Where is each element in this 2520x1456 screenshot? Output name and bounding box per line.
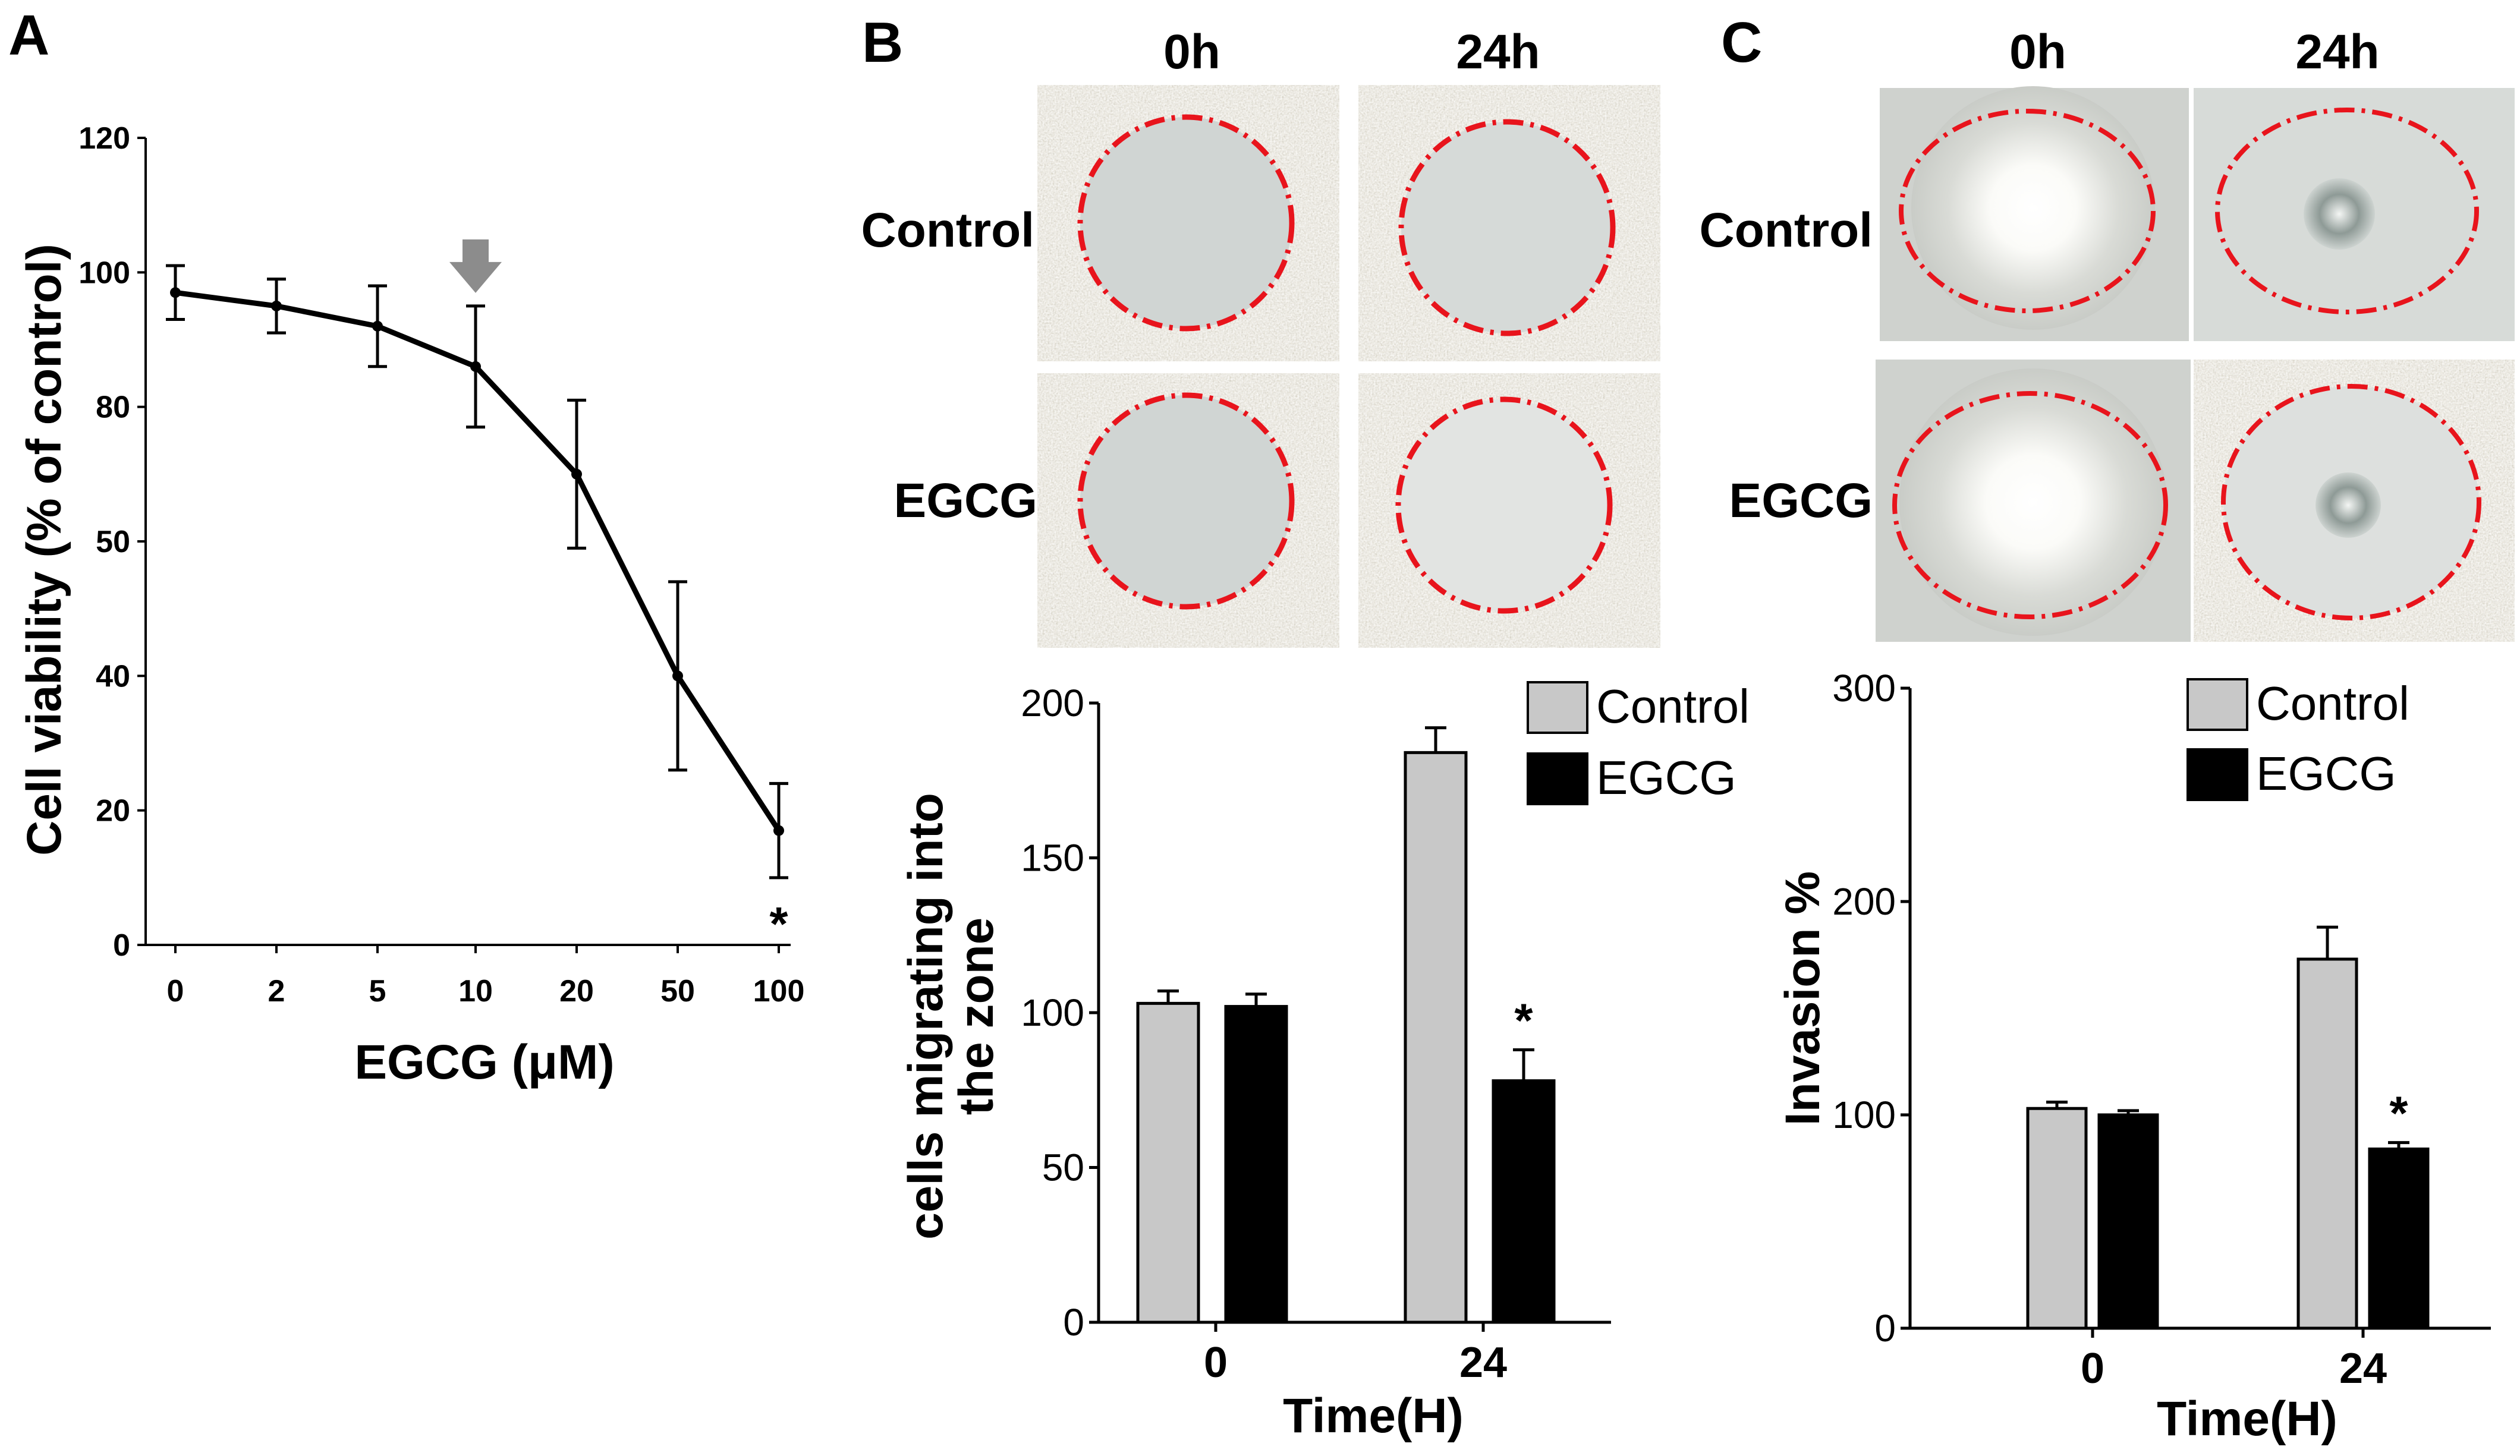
chart-a-point xyxy=(170,287,181,298)
chart-c-xtick-label: 0 xyxy=(2081,1345,2104,1392)
micrograph-c-control-24h xyxy=(2194,88,2515,341)
chart-a-xtick-label: 10 xyxy=(458,974,493,1009)
chart-b-ytick-label: 200 xyxy=(1021,682,1084,724)
chart-c-significance-mark: * xyxy=(2389,1087,2408,1140)
migration-bar-chart: 0 50 100 150 200 0 24 * Control EGCG xyxy=(1021,680,1750,1386)
panel-c-micrographs: 0h 24h Control EGCG xyxy=(1700,25,2515,642)
panel-letter-a: A xyxy=(8,4,49,67)
micrograph-b-control-24h xyxy=(1358,85,1660,361)
chart-a-xtick-label: 2 xyxy=(268,974,285,1009)
chart-c-legend-label: EGCG xyxy=(2256,747,2396,800)
chart-a-ytick-label: 20 xyxy=(96,794,130,828)
chart-c-ylabel: Invasion % xyxy=(1776,871,1830,1126)
chart-a-point xyxy=(773,825,784,836)
chart-b-bar-control xyxy=(1136,1001,1200,1324)
viability-line-chart: 0 20 40 50 80 100 120 0 2 5 10 20 50 100 * xyxy=(78,121,804,1009)
chart-a-xlabel: EGCG (μM) xyxy=(354,1035,614,1089)
chart-b-ytick-label: 0 xyxy=(1063,1301,1084,1344)
chart-c-xlabel: Time(H) xyxy=(2157,1392,2337,1446)
panel-c-col-label-24h: 24h xyxy=(2295,25,2379,79)
chart-a-arrow-marker xyxy=(449,239,502,293)
chart-a-ytick-label: 120 xyxy=(78,121,130,156)
chart-b-legend-label: EGCG xyxy=(1596,751,1736,804)
chart-b-bar-egcg xyxy=(1224,1005,1288,1324)
chart-c-ytick-label: 300 xyxy=(1832,667,1896,710)
chart-a-ytick-label: 80 xyxy=(96,390,130,425)
panel-letter-c: C xyxy=(1721,11,1762,74)
chart-b-legend-swatch xyxy=(1527,752,1588,805)
micrograph-b-control-0h xyxy=(1037,85,1339,361)
chart-b-legend-swatch xyxy=(1527,681,1588,734)
chart-c-bar-control xyxy=(2296,957,2358,1330)
chart-a-point xyxy=(571,468,582,480)
chart-a-xtick-label: 20 xyxy=(559,974,594,1009)
invasion-bar-chart: 0 100 200 300 0 24 * Control EGCG xyxy=(1832,667,2491,1392)
chart-b-legend-label: Control xyxy=(1596,680,1750,733)
chart-a-xtick-label: 0 xyxy=(167,974,184,1009)
chart-a-significance-mark: * xyxy=(769,897,788,950)
chart-a-xtick-label: 100 xyxy=(753,974,805,1009)
micrograph-c-control-0h xyxy=(1880,86,2189,341)
micrograph-c-egcg-24h xyxy=(2194,360,2515,642)
chart-b-ytick-label: 100 xyxy=(1021,991,1084,1034)
chart-b-xtick-label: 24 xyxy=(1459,1339,1507,1386)
panel-c-row-label-egcg: EGCG xyxy=(1729,474,1873,528)
chart-a-point xyxy=(470,361,481,372)
chart-a-ylabel: Cell viability (% of control) xyxy=(17,244,71,856)
panel-c-col-label-0h: 0h xyxy=(2009,25,2066,79)
panel-b-micrographs: 0h 24h Control EGCG xyxy=(861,25,1660,648)
chart-b-xtick-label: 0 xyxy=(1204,1339,1228,1386)
chart-a-xtick-label: 5 xyxy=(369,974,386,1009)
chart-a-point xyxy=(372,320,383,332)
micrograph-b-egcg-24h xyxy=(1358,373,1660,648)
panel-c-row-label-control: Control xyxy=(1700,203,1873,257)
chart-c-xtick-label: 24 xyxy=(2339,1345,2387,1392)
panel-b-row-label-egcg: EGCG xyxy=(894,474,1037,528)
chart-c-ytick-label: 0 xyxy=(1874,1307,1896,1350)
chart-a-ytick-label: 40 xyxy=(96,659,130,694)
chart-b-ylabel-line-2: the zone xyxy=(949,918,1003,1115)
micrograph-b-egcg-0h xyxy=(1037,373,1339,648)
chart-b-xlabel: Time(H) xyxy=(1283,1389,1464,1443)
chart-a-point xyxy=(271,300,282,311)
panel-b-col-label-0h: 0h xyxy=(1163,25,1220,79)
chart-b-ylabel-line-1: cells migrating into xyxy=(899,793,953,1240)
chart-a-point xyxy=(672,670,683,682)
panel-letter-b: B xyxy=(862,11,903,74)
chart-a-ytick-label: 100 xyxy=(78,256,130,290)
chart-c-legend-swatch xyxy=(2186,678,2248,731)
chart-c-bar-egcg xyxy=(2097,1113,2159,1330)
chart-c-bar-egcg xyxy=(2368,1147,2430,1330)
chart-a-xtick-label: 50 xyxy=(660,974,695,1009)
chart-c-ytick-label: 200 xyxy=(1832,880,1896,923)
chart-c-legend-label: Control xyxy=(2256,677,2409,730)
chart-b-bar-control xyxy=(1404,751,1468,1324)
chart-c-bar-control xyxy=(2026,1107,2088,1330)
chart-a-ytick-label: 50 xyxy=(96,525,130,559)
chart-b-ylabel: cells migrating into the zone xyxy=(899,793,1003,1240)
chart-c-legend-swatch xyxy=(2186,748,2248,801)
chart-b-bar-egcg xyxy=(1492,1079,1556,1324)
chart-b-significance-mark: * xyxy=(1514,994,1533,1047)
panel-b-row-label-control: Control xyxy=(861,203,1034,257)
chart-b-ytick-label: 50 xyxy=(1042,1146,1084,1189)
micrograph-c-egcg-0h xyxy=(1876,360,2191,642)
chart-b-ytick-label: 150 xyxy=(1021,837,1084,880)
panel-b-col-label-24h: 24h xyxy=(1456,25,1540,79)
chart-a-ytick-label: 0 xyxy=(113,928,130,963)
chart-c-ytick-label: 100 xyxy=(1832,1093,1896,1136)
